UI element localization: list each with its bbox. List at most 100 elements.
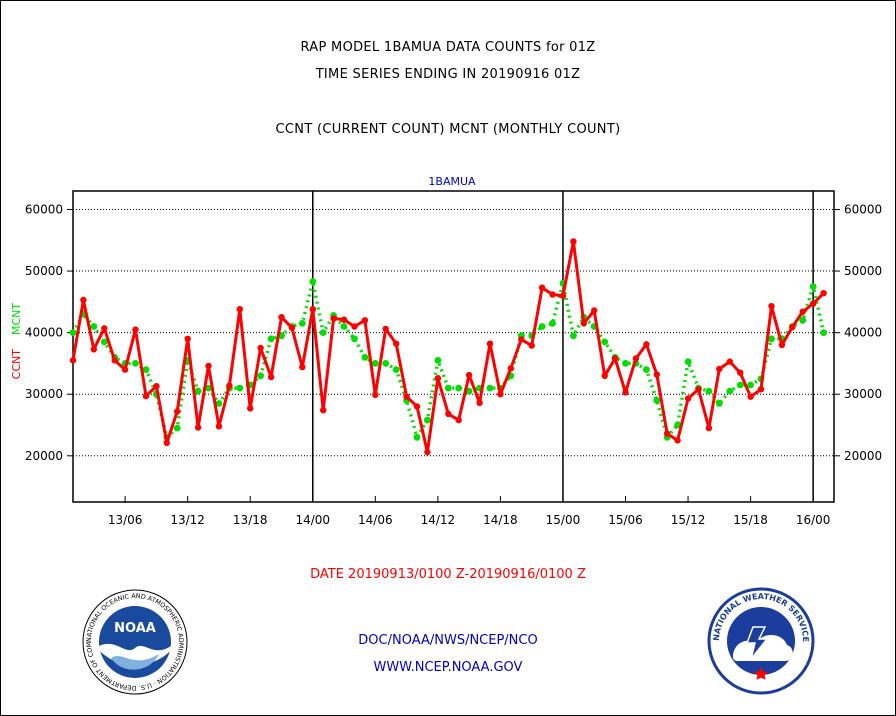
y-tick-label: 60000 [25,202,63,216]
ccnt-point [340,316,348,323]
y-axis-right: 20000 30000 40000 50000 60000 [834,202,882,463]
ccnt-point [111,357,118,364]
ccnt-point [664,430,671,437]
ccnt-point [528,342,535,349]
ccnt-point [810,300,817,307]
mcnt-point [371,360,379,367]
ccnt-point [205,362,212,370]
ccnt-point [486,340,494,347]
nws-logo: NATIONAL WEATHER SERVICE [707,587,815,695]
x-tick-label: 13/06 [108,513,143,527]
ccnt-point [799,308,806,315]
ccnt-point [236,306,243,313]
ccnt-point [174,408,181,415]
noaa-logo: NATIONAL OCEANIC AND ATMOSPHERIC ADMINIS… [81,588,188,695]
ccnt-point [591,307,598,314]
ccnt-point [194,424,202,431]
mcnt-point [194,387,202,395]
x-tick-label: 14/00 [295,513,330,527]
ccnt-point [559,292,567,299]
ccnt-point [403,393,410,400]
ccnt-point [257,344,264,352]
ccnt-point [778,341,786,349]
ccnt-point [90,346,98,353]
y-tick-label: 30000 [25,387,63,401]
x-axis: 13/06 13/12 13/18 14/00 14/06 14/12 14/18 15/00… [108,496,831,527]
x-tick-label: 13/18 [233,513,268,527]
mcnt-point [132,360,139,367]
ccnt-point [653,371,660,378]
ccnt-point [413,403,421,410]
ccnt-point [684,395,692,402]
ccnt-point [247,405,254,412]
ccnt-point [299,363,306,371]
ccnt-point [674,437,681,444]
series-label: 1BAMUA [428,175,476,188]
mcnt-point [622,360,629,367]
mcnt-point [351,335,358,343]
y-tick-label: 60000 [844,202,882,216]
date-range: DATE 20190913/0100 Z-20190916/0100 Z [310,567,586,582]
mcnt-point [601,338,609,346]
ccnt-point [320,407,327,414]
mcnt-point [309,278,317,285]
mcnt-point [392,366,400,373]
ccnt-point [132,326,139,333]
mcnt-point [747,381,754,389]
mcnt-point [382,360,390,367]
ccnt-point [372,391,379,398]
y-axis-label: CCNT MCNT [10,303,23,380]
mcnt-point [486,384,494,392]
chart-subtitle: CCNT (CURRENT COUNT) MCNT (MONTHLY COUNT… [275,122,621,137]
mcnt-point [215,400,223,407]
ccnt-point [497,391,504,398]
website-link[interactable]: WWW.NCEP.NOAA.GOV [373,660,523,675]
mcnt-point [173,424,181,432]
x-tick-label: 16/00 [796,513,831,527]
ccnt-point [330,315,337,322]
ccnt-point [726,358,733,365]
ccnt-point [757,386,765,393]
ccnt-point [121,366,129,373]
noaa-logo-text: NOAA [114,621,156,636]
mcnt-point [267,335,275,343]
mcnt-point [538,323,546,330]
ccnt-point [445,410,452,418]
mcnt-point [424,416,431,424]
mcnt-point [643,366,650,373]
series-layer [69,238,827,456]
y-tick-label: 50000 [25,264,63,278]
ccnt-point [538,284,546,291]
y-tick-label: 40000 [25,326,63,340]
ccnt-point [267,373,275,381]
mcnt-point [298,320,306,327]
ccnt-point [153,383,160,390]
plot-area [72,190,835,503]
ccnt-point [382,325,389,333]
mcnt-point [465,387,473,395]
mcnt-point [205,384,212,392]
mcnt-point [674,421,681,429]
x-tick-label: 15/18 [733,513,768,527]
ccnt-point [570,238,577,245]
mcnt-point [69,329,77,336]
y-tick-label: 50000 [844,264,882,278]
mcnt-point [726,387,734,395]
mcnt-point [257,372,264,380]
ccnt-point [737,369,744,376]
ccnt-point [549,291,556,298]
agency-link[interactable]: DOC/NOAA/NWS/NCEP/NCO [358,633,538,648]
ccnt-point [611,355,619,362]
ccnt-point [768,303,775,310]
mcnt-point [809,283,817,290]
mcnt-point [768,335,775,343]
mcnt-point [799,316,807,324]
mcnt-point [705,387,713,395]
mcnt-point [736,381,744,389]
y-axis-left: 20000 30000 40000 50000 60000 [25,202,73,463]
ccnt-point [278,314,285,321]
ccnt-point [580,320,587,327]
mcnt-point [361,353,369,361]
y-label-mcnt: MCNT [10,303,23,335]
